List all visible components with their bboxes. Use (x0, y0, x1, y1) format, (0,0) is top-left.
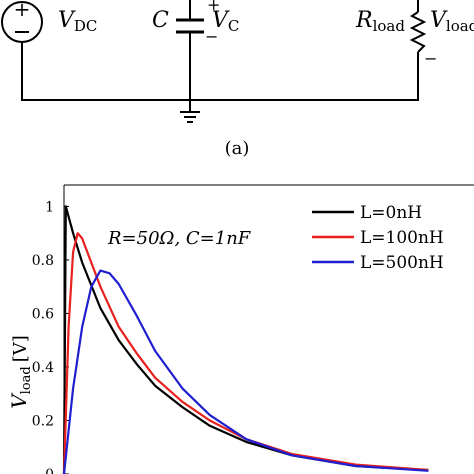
y-tick-label: 0.6 (32, 306, 54, 322)
y-tick-label: 0.4 (32, 360, 54, 376)
figure-caption: (a) (225, 138, 250, 159)
capacitor-name: C (152, 8, 169, 33)
series-lines (62, 205, 429, 474)
right-wire (190, 52, 419, 101)
legend-label-2: L=500nH (360, 253, 444, 273)
load-minus-sign: − (424, 49, 437, 68)
series-line-2 (62, 269, 429, 474)
left-wire (21, 42, 190, 101)
y-tick-label: 0.8 (32, 253, 54, 269)
legend-label-0: L=0nH (360, 203, 422, 223)
y-tick-label: 0.2 (32, 413, 54, 429)
vload-circuit-label: Vload (430, 8, 474, 35)
legend-label-1: L=100nH (360, 228, 444, 248)
y-axis-label: Vload[V] (7, 335, 34, 409)
chart-annotation: R=50Ω, C=1nF (107, 228, 252, 249)
capacitor-minus: − (205, 27, 218, 46)
circuit-diagram (1, 0, 427, 123)
y-tick-label: 0 (45, 467, 54, 474)
legend: L=0nH L=100nH L=500nH (312, 203, 444, 273)
y-tick-label: 1 (45, 199, 54, 215)
resistor-icon (409, 11, 427, 53)
vdc-label: VDC (58, 8, 97, 35)
rload-label: Rload (355, 8, 405, 35)
plot-area: 0 0.2 0.4 0.6 0.8 1 Vload[V] R=50Ω, C=1nF L=0… (7, 184, 474, 474)
vc-label: VC (212, 8, 239, 35)
capacitor-plus: + (207, 0, 220, 14)
source-plus-sign: + (14, 0, 31, 21)
voltage-source-icon (1, 1, 43, 43)
circuit-labels: + VDC C + − VC Rload Vload − (14, 0, 474, 68)
